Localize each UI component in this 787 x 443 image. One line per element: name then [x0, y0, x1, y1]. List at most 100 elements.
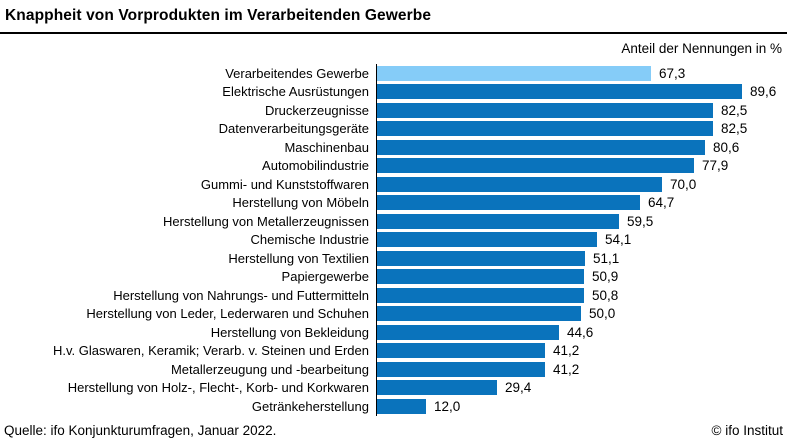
value-label: 44,6: [567, 324, 594, 340]
value-label: 59,5: [627, 213, 654, 229]
bar: [377, 324, 559, 340]
chart-row: Herstellung von Metallerzeugnissen 59,5: [0, 212, 787, 231]
bar: [377, 380, 497, 396]
bar-area: 50,0: [376, 304, 787, 323]
value-label: 50,9: [592, 269, 619, 285]
category-label: Herstellung von Nahrungs- und Futtermitt…: [113, 287, 369, 303]
bar-area: 80,6: [376, 138, 787, 157]
page-title: Knappheit von Vorprodukten im Verarbeite…: [5, 7, 432, 24]
category-label: Automobilindustrie: [262, 158, 369, 174]
bar-area: 70,0: [376, 175, 787, 194]
value-label: 77,9: [702, 158, 729, 174]
value-label: 12,0: [434, 398, 461, 414]
category-label: Herstellung von Metallerzeugnissen: [163, 213, 369, 229]
chart-row: Herstellung von Leder, Lederwaren und Sc…: [0, 304, 787, 323]
category-label: Verarbeitendes Gewerbe: [225, 65, 369, 81]
bar-area: 51,1: [376, 249, 787, 268]
bar-area: 12,0: [376, 397, 787, 416]
bar: [377, 176, 662, 192]
chart-row: Chemische Industrie 54,1: [0, 230, 787, 249]
source-note: Quelle: ifo Konjunkturumfragen, Januar 2…: [4, 423, 277, 438]
bar: [377, 121, 713, 137]
category-label: Druckerzeugnisse: [264, 102, 369, 118]
category-label: Getränkeherstellung: [251, 398, 369, 414]
bar-area: 50,9: [376, 267, 787, 286]
bar-area: 50,8: [376, 286, 787, 305]
bar: [377, 65, 651, 81]
bar-area: 82,5: [376, 119, 787, 138]
bar-area: 89,6: [376, 82, 787, 101]
bar: [377, 361, 545, 377]
bar: [377, 195, 640, 211]
bar-area: 67,3: [376, 64, 787, 83]
category-label: Chemische Industrie: [250, 232, 370, 248]
bar-area: 44,6: [376, 323, 787, 342]
chart-row: Verarbeitendes Gewerbe 67,3: [0, 64, 787, 83]
category-label: Herstellung von Holz-, Flecht-, Korb- un…: [67, 380, 369, 396]
category-label: Herstellung von Möbeln: [232, 195, 369, 211]
bar: [377, 102, 713, 118]
title-divider: [0, 32, 787, 34]
bar-area: 59,5: [376, 212, 787, 231]
bar-area: 82,5: [376, 101, 787, 120]
category-label: Gummi- und Kunststoffwaren: [200, 176, 369, 192]
value-label: 70,0: [670, 176, 697, 192]
chart-row: Papiergewerbe 50,9: [0, 267, 787, 286]
bar: [377, 232, 597, 248]
chart-row: Automobilindustrie 77,9: [0, 156, 787, 175]
category-label: Metallerzeugung und -bearbeitung: [170, 361, 369, 377]
value-label: 67,3: [659, 65, 686, 81]
bar-area: 41,2: [376, 360, 787, 379]
category-label: Herstellung von Bekleidung: [210, 324, 369, 340]
chart-row: Maschinenbau 80,6: [0, 138, 787, 157]
value-label: 89,6: [750, 84, 777, 100]
value-label: 82,5: [721, 121, 748, 137]
value-label: 41,2: [553, 361, 580, 377]
chart-row: Getränkeherstellung 12,0: [0, 397, 787, 416]
bar: [377, 250, 585, 266]
bar: [377, 269, 584, 285]
chart-row: Herstellung von Nahrungs- und Futtermitt…: [0, 286, 787, 305]
value-label: 80,6: [713, 139, 740, 155]
bar: [377, 139, 705, 155]
value-label: 50,8: [592, 287, 619, 303]
bar-area: 64,7: [376, 193, 787, 212]
category-label: Datenverarbeitungsgeräte: [218, 121, 369, 137]
bar-area: 29,4: [376, 378, 787, 397]
chart-row: Elektrische Ausrüstungen 89,6: [0, 82, 787, 101]
chart-row: Gummi- und Kunststoffwaren 70,0: [0, 175, 787, 194]
bar: [377, 306, 581, 322]
value-label: 51,1: [593, 250, 620, 266]
bar: [377, 287, 584, 303]
chart-rows: Verarbeitendes Gewerbe 67,3 Elektrische Au…: [0, 64, 787, 416]
value-label: 41,2: [553, 343, 580, 359]
chart-row: Herstellung von Textilien 51,1: [0, 249, 787, 268]
chart-row: Druckerzeugnisse 82,5: [0, 101, 787, 120]
chart-subtitle: Anteil der Nennungen in %: [621, 41, 782, 56]
bar: [377, 84, 742, 100]
chart-row: Metallerzeugung und -bearbeitung 41,2: [0, 360, 787, 379]
category-label: Maschinenbau: [284, 139, 369, 155]
category-label: Herstellung von Leder, Lederwaren und Sc…: [86, 306, 369, 322]
chart-row: Herstellung von Bekleidung 44,6: [0, 323, 787, 342]
bar: [377, 398, 426, 414]
value-label: 29,4: [505, 380, 532, 396]
chart-row: H.v. Glaswaren, Keramik; Verarb. v. Stei…: [0, 341, 787, 360]
copyright-note: © ifo Institut: [711, 423, 783, 438]
chart-footer: Quelle: ifo Konjunkturumfragen, Januar 2…: [4, 423, 783, 438]
bar-chart: Verarbeitendes Gewerbe 67,3 Elektrische Au…: [0, 64, 787, 416]
value-label: 82,5: [721, 102, 748, 118]
bar-area: 41,2: [376, 341, 787, 360]
value-label: 54,1: [605, 232, 632, 248]
bar-area: 77,9: [376, 156, 787, 175]
category-label: Papiergewerbe: [281, 269, 369, 285]
value-label: 64,7: [648, 195, 675, 211]
chart-row: Datenverarbeitungsgeräte 82,5: [0, 119, 787, 138]
chart-row: Herstellung von Möbeln 64,7: [0, 193, 787, 212]
bar-area: 54,1: [376, 230, 787, 249]
value-label: 50,0: [589, 306, 616, 322]
category-label: H.v. Glaswaren, Keramik; Verarb. v. Stei…: [53, 343, 369, 359]
category-label: Herstellung von Textilien: [228, 250, 369, 266]
bar: [377, 158, 694, 174]
